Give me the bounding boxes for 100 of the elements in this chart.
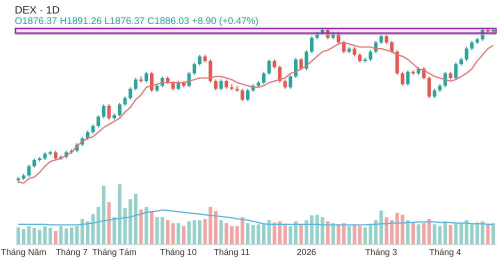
bar	[491, 223, 495, 244]
candlestick	[470, 40, 474, 51]
bar	[171, 223, 175, 244]
candlestick	[310, 36, 314, 54]
bar	[352, 224, 356, 244]
bar	[294, 221, 298, 244]
bar	[150, 211, 154, 244]
bar	[454, 223, 458, 244]
bar	[59, 226, 63, 244]
bar	[299, 224, 303, 244]
candlestick	[219, 79, 223, 91]
candlestick	[395, 50, 399, 76]
candlestick	[240, 88, 244, 102]
bar	[347, 226, 351, 244]
candlestick	[150, 71, 154, 92]
bar	[182, 226, 186, 244]
bar	[342, 223, 346, 244]
bar	[448, 224, 452, 244]
candlestick	[358, 52, 362, 64]
x-tick-label: Tháng Tám	[92, 247, 136, 258]
bar	[480, 221, 484, 244]
bar	[198, 220, 202, 244]
candlestick	[96, 114, 100, 128]
bar	[288, 226, 292, 244]
candlestick	[144, 71, 148, 84]
candlestick	[27, 164, 31, 178]
candlestick	[278, 65, 282, 84]
candlestick	[299, 57, 303, 71]
candlestick	[432, 88, 436, 99]
candlestick	[134, 78, 138, 91]
bar	[48, 228, 52, 244]
candlestick	[272, 58, 276, 70]
bar	[283, 224, 287, 244]
candlestick	[294, 57, 298, 78]
candlestick	[480, 28, 484, 42]
bar	[246, 223, 250, 244]
candlestick	[102, 104, 106, 119]
candlestick	[198, 54, 202, 66]
bar	[304, 220, 308, 244]
bar	[118, 184, 122, 244]
candlestick	[224, 79, 228, 90]
bar	[475, 222, 479, 244]
candlestick	[246, 88, 250, 102]
bar	[80, 218, 84, 244]
chart-subtitle: O1876.37 H1891.26 L1876.37 C1886.03 +8.90 (+0.47%)	[14, 16, 258, 27]
bar	[363, 227, 367, 244]
candlestick	[54, 150, 58, 160]
bar	[374, 220, 378, 244]
x-tick-label: Tháng 7	[56, 247, 88, 258]
bar	[112, 217, 116, 244]
bar	[16, 227, 20, 244]
candlestick	[368, 50, 372, 62]
candlestick	[288, 74, 292, 90]
candlestick	[379, 34, 383, 44]
bar	[443, 221, 447, 244]
bar	[166, 220, 170, 244]
bar	[96, 206, 100, 244]
x-tick-label: Tháng 10	[160, 247, 197, 258]
bar	[54, 230, 58, 244]
bar	[262, 223, 266, 244]
candlestick	[283, 79, 287, 90]
bar	[336, 224, 340, 244]
bar	[176, 223, 180, 244]
candlestick	[427, 76, 431, 99]
candlestick	[406, 70, 410, 86]
candlestick	[352, 46, 356, 57]
candlestick	[86, 130, 90, 140]
candlestick	[336, 31, 340, 44]
bar	[326, 221, 330, 244]
x-tick-label: Tháng 3	[365, 247, 398, 258]
x-tick-label: Tháng Năm	[0, 247, 46, 258]
bar	[416, 224, 420, 244]
x-tick-label: Tháng 11	[214, 247, 250, 258]
candlestick	[192, 62, 196, 76]
candlestick	[118, 102, 122, 118]
candlestick	[128, 86, 132, 100]
bar	[230, 226, 234, 244]
candlestick	[208, 58, 212, 84]
bar	[395, 212, 399, 244]
candlestick	[464, 46, 468, 62]
candlestick	[214, 79, 218, 91]
bar	[459, 222, 463, 244]
x-tick-label: Tháng 4	[429, 247, 462, 258]
bar	[144, 206, 148, 244]
candlestick	[304, 50, 308, 71]
bar	[379, 210, 383, 244]
bar	[331, 223, 335, 244]
bar	[219, 220, 223, 244]
bar	[406, 220, 410, 244]
bar	[86, 221, 90, 244]
chart-title: DEX · 1D	[14, 4, 60, 16]
bar	[390, 220, 394, 244]
bar	[278, 221, 282, 244]
bar	[32, 228, 36, 244]
bar	[64, 228, 68, 244]
bar	[358, 226, 362, 244]
bar	[486, 224, 490, 244]
candlestick	[454, 62, 458, 80]
bar	[134, 194, 138, 244]
candlestick	[267, 58, 271, 76]
